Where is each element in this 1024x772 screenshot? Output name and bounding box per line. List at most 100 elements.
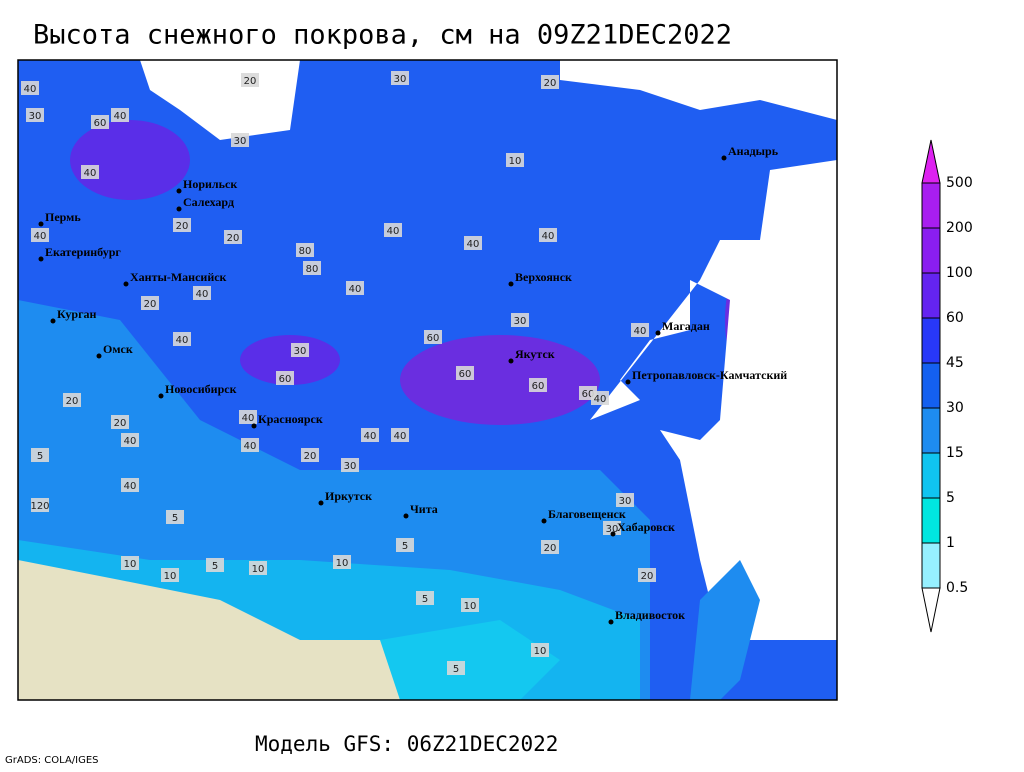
contour-label: 60 (94, 118, 107, 129)
city-dot (251, 423, 257, 429)
contour-label: 10 (509, 156, 522, 167)
contour-label: 20 (114, 418, 127, 429)
legend-label: 1 (946, 535, 955, 551)
contour-label: 60 (427, 333, 440, 344)
contour-label: 20 (176, 221, 189, 232)
contour-label-box (249, 561, 267, 575)
contour-label-box (276, 371, 294, 385)
map-frame (17, 59, 838, 701)
contour-label-box (631, 323, 649, 337)
contour-label-box (31, 448, 49, 462)
contour-label: 40 (114, 111, 127, 122)
legend-swatch (921, 542, 941, 589)
legend-swatch (921, 497, 941, 544)
contour-label-box (231, 133, 249, 147)
ocean (140, 60, 837, 140)
contour-label-box (529, 378, 547, 392)
city-dot (158, 393, 164, 399)
contour-label: 5 (37, 451, 43, 462)
city-dot (96, 353, 102, 359)
city-dot (318, 500, 324, 506)
title: Высота снежного покрова, см на 09Z21DEC2… (33, 20, 732, 51)
contour-label-box (539, 228, 557, 242)
legend-label: 45 (946, 355, 964, 371)
city-dot (403, 513, 409, 519)
map (17, 59, 838, 701)
city-dot (38, 221, 44, 227)
contour-label-box (141, 296, 159, 310)
contour-label-box (301, 448, 319, 462)
contour-label-box (361, 428, 379, 442)
contour-label: 20 (641, 571, 654, 582)
contour-label-box (63, 393, 81, 407)
city-label: Ханты-Мансийск (130, 270, 227, 284)
contour-label-box (333, 555, 351, 569)
contour-label-box (616, 493, 634, 507)
contour-label: 10 (164, 571, 177, 582)
city-label: Курган (57, 307, 97, 321)
contour-label: 40 (124, 481, 137, 492)
ocean (590, 160, 837, 640)
city-label: Норильск (183, 177, 237, 191)
contour-label: 40 (34, 231, 47, 242)
legend-swatch (921, 227, 941, 274)
city-dot (176, 206, 182, 212)
city-label: Новосибирск (165, 382, 237, 396)
city-label: Магадан (662, 319, 710, 333)
contour-label: 5 (453, 664, 459, 675)
city-dot (38, 256, 44, 262)
legend-label: 30 (946, 400, 964, 416)
contour-label: 80 (306, 264, 319, 275)
contour-label: 20 (66, 396, 79, 407)
contour-label-box (424, 330, 442, 344)
contour-label-box (193, 286, 211, 300)
region (70, 120, 190, 200)
contour-label: 5 (422, 594, 428, 605)
contour-label: 20 (544, 543, 557, 554)
contour-label: 30 (344, 461, 357, 472)
city-dot (625, 379, 631, 385)
contour-label: 40 (244, 441, 257, 452)
contour-label-box (239, 410, 257, 424)
legend-label: 60 (946, 310, 964, 326)
contour-label-box (391, 428, 409, 442)
contour-label: 40 (594, 394, 607, 405)
legend-swatch (921, 272, 941, 319)
contour-label: 40 (196, 289, 209, 300)
contour-label: 40 (24, 84, 37, 95)
contour-label: 40 (467, 239, 480, 250)
contour-label: 20 (304, 451, 317, 462)
contour-label: 30 (29, 111, 42, 122)
footer: Модель GFS: 06Z21DEC2022 (255, 732, 558, 756)
contour-label: 40 (242, 413, 255, 424)
legend-swatch (921, 452, 941, 499)
contour-label: 40 (394, 431, 407, 442)
contour-label: 30 (606, 524, 619, 535)
contour-label-box (396, 538, 414, 552)
city-label: Салехард (183, 195, 234, 209)
contour-label: 30 (294, 346, 307, 357)
legend-cap (921, 139, 941, 184)
contour-label: 40 (364, 431, 377, 442)
contour-label-box (341, 458, 359, 472)
city-label: Омск (103, 342, 133, 356)
contour-label: 10 (464, 601, 477, 612)
contour-label: 10 (124, 559, 137, 570)
legend-label: 0.5 (946, 580, 968, 596)
contour-label: 20 (227, 233, 240, 244)
contour-label-box (31, 498, 49, 512)
legend-swatch (921, 362, 941, 409)
contour-label-box (111, 415, 129, 429)
legend-label: 15 (946, 445, 964, 461)
contour-label: 120 (30, 501, 49, 512)
contour-label: 30 (619, 496, 632, 507)
contour-label: 60 (532, 381, 545, 392)
city-label: Петропавловск-Камчатский (632, 368, 787, 382)
contour-label-box (296, 243, 314, 257)
contour-label: 40 (634, 326, 647, 337)
contour-label: 10 (534, 646, 547, 657)
contour-label-box (111, 108, 129, 122)
contour-label-box (541, 540, 559, 554)
contour-label-box (591, 391, 609, 405)
